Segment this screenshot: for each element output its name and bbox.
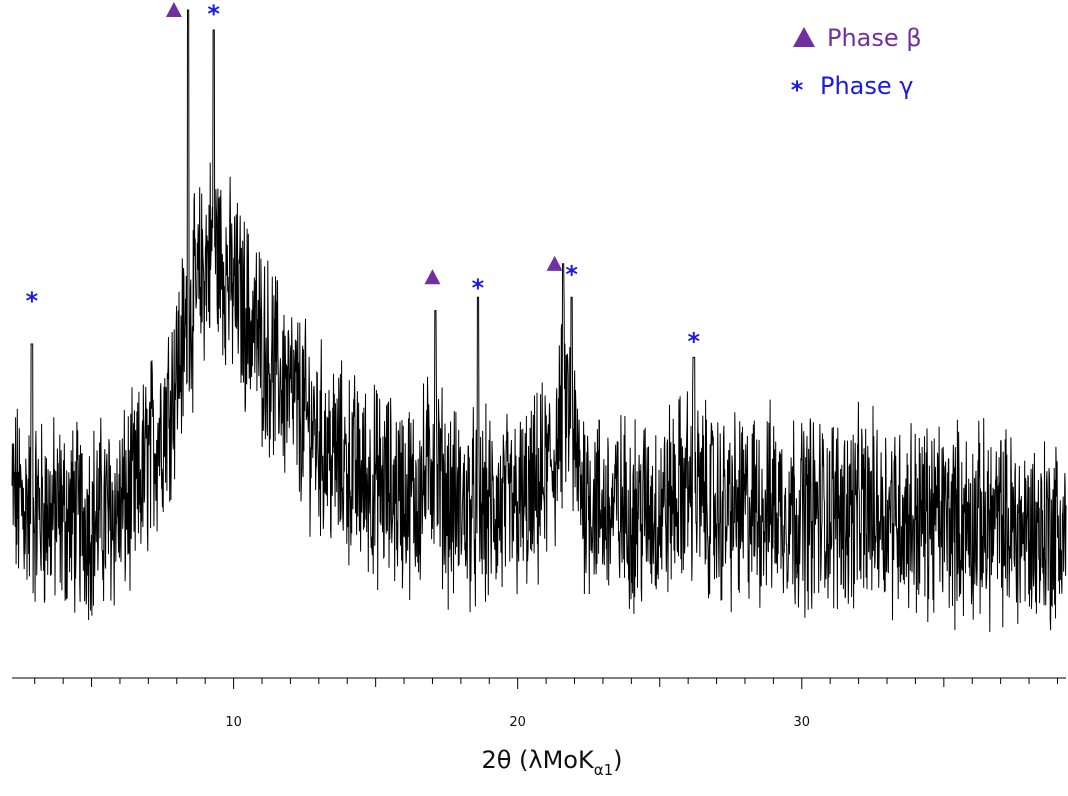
gamma-marker-4: * xyxy=(472,274,485,302)
x-tick-label-10: 10 xyxy=(225,715,242,730)
asterisk-icon: * xyxy=(791,76,804,104)
legend-label-beta: Phase β xyxy=(827,24,922,52)
series-line xyxy=(11,9,1067,633)
gamma-marker-1: * xyxy=(207,0,220,28)
x-axis-title: 2θ (λMoKα1) xyxy=(481,746,622,779)
x-tick-label-20: 20 xyxy=(509,715,526,730)
beta-marker-3 xyxy=(424,269,441,285)
x-axis-title-suffix: ) xyxy=(613,746,622,774)
legend-entry-gamma: * Phase γ xyxy=(791,72,914,104)
x-axis-ticks: 10 20 30 xyxy=(34,678,1058,730)
phase-markers: * * * * * xyxy=(26,0,701,355)
x-axis-title-main: 2θ (λMoK xyxy=(481,746,595,774)
gamma-marker-2: * xyxy=(26,287,39,315)
diffraction-trace xyxy=(11,9,1067,633)
beta-marker-5 xyxy=(546,255,563,271)
gamma-marker-6: * xyxy=(565,261,578,289)
gamma-marker-7: * xyxy=(688,327,701,355)
x-tick-label-30: 30 xyxy=(794,715,811,730)
x-axis-title-subscript: α1 xyxy=(594,761,613,779)
legend-entry-beta: Phase β xyxy=(793,24,922,52)
legend-label-gamma: Phase γ xyxy=(820,72,914,100)
beta-marker-0 xyxy=(165,2,182,17)
legend: Phase β * Phase γ xyxy=(791,24,922,104)
triangle-icon xyxy=(793,27,815,47)
